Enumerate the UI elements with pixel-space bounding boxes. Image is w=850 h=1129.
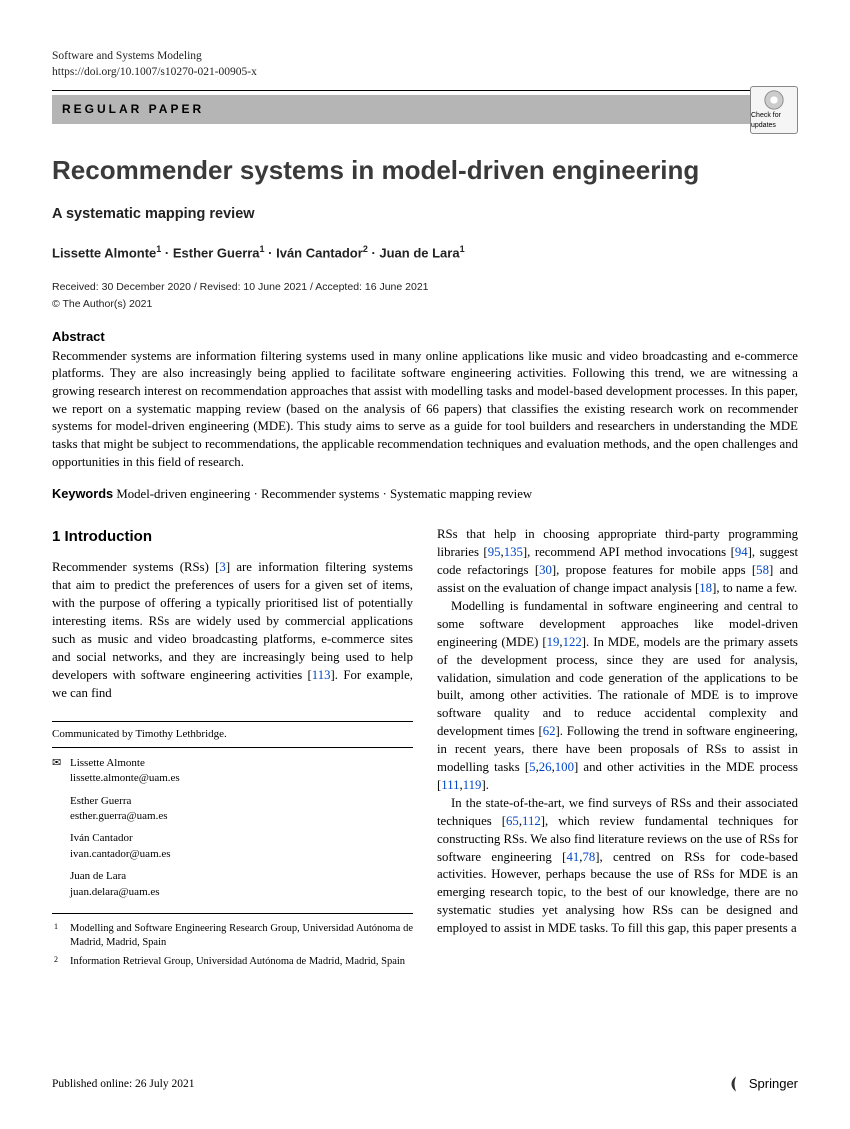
category-label: REGULAR PAPER — [62, 101, 204, 118]
keywords-line: Keywords Model-driven engineering · Reco… — [52, 485, 798, 504]
paper-subtitle: A systematic mapping review — [52, 204, 798, 224]
correspondent-entry: Juan de Larajuan.delara@uam.es — [52, 869, 413, 900]
page-footer: Published online: 26 July 2021 Springer — [52, 1075, 798, 1093]
cite-19[interactable]: 19 — [547, 635, 560, 649]
section-1-heading: 1 Introduction — [52, 526, 413, 547]
cite-95[interactable]: 95 — [488, 545, 501, 559]
springer-icon — [727, 1075, 745, 1093]
cite-26[interactable]: 26 — [539, 760, 552, 774]
cite-5[interactable]: 5 — [529, 760, 535, 774]
intro-para-1: Recommender systems (RSs) [3] are inform… — [52, 559, 413, 702]
affiliation-entry: 2Information Retrieval Group, Universida… — [52, 955, 413, 969]
correspondent-entry: Lissette Almontelissette.almonte@uam.es — [52, 756, 413, 787]
cite-122[interactable]: 122 — [563, 635, 582, 649]
cite-113[interactable]: 113 — [312, 668, 331, 682]
check-updates-icon — [763, 89, 785, 111]
publisher-name: Springer — [749, 1075, 798, 1093]
check-updates-text: Check for updates — [751, 111, 797, 131]
cite-100[interactable]: 100 — [555, 760, 574, 774]
header-rule — [52, 90, 798, 91]
journal-name: Software and Systems Modeling — [52, 48, 798, 64]
left-column: 1 Introduction Recommender systems (RSs)… — [52, 526, 413, 975]
cite-119[interactable]: 119 — [463, 778, 482, 792]
keywords-values: Model-driven engineering · Recommender s… — [116, 487, 532, 501]
correspondence-block: Lissette Almontelissette.almonte@uam.es E… — [52, 756, 413, 914]
doi-link[interactable]: https://doi.org/10.1007/s10270-021-00905… — [52, 64, 798, 80]
affiliation-entry: 1Modelling and Software Engineering Rese… — [52, 922, 413, 949]
body-para-1: RSs that help in choosing appropriate th… — [437, 526, 798, 598]
cite-41[interactable]: 41 — [566, 850, 579, 864]
authors-list: Lissette Almonte1 · Esther Guerra1 · Ivá… — [52, 243, 798, 263]
keywords-label: Keywords — [52, 486, 113, 501]
cite-94[interactable]: 94 — [735, 545, 748, 559]
cite-30[interactable]: 30 — [539, 563, 552, 577]
body-para-3: In the state-of-the-art, we find surveys… — [437, 795, 798, 938]
category-bar: REGULAR PAPER — [52, 95, 798, 124]
cite-18[interactable]: 18 — [699, 581, 712, 595]
copyright-line: © The Author(s) 2021 — [52, 297, 798, 312]
cite-78[interactable]: 78 — [582, 850, 595, 864]
body-para-2: Modelling is fundamental in software eng… — [437, 598, 798, 795]
cite-111[interactable]: 111 — [441, 778, 459, 792]
correspondent-entry: Iván Cantadorivan.cantador@uam.es — [52, 831, 413, 862]
affiliations-block: 1Modelling and Software Engineering Rese… — [52, 922, 413, 969]
dates-line: Received: 30 December 2020 / Revised: 10… — [52, 280, 798, 295]
paper-title: Recommender systems in model-driven engi… — [52, 152, 798, 188]
cite-112[interactable]: 112 — [522, 814, 541, 828]
abstract-heading: Abstract — [52, 328, 798, 346]
cite-65[interactable]: 65 — [506, 814, 519, 828]
right-column: RSs that help in choosing appropriate th… — [437, 526, 798, 975]
cite-62[interactable]: 62 — [543, 724, 556, 738]
correspondent-entry: Esther Guerraesther.guerra@uam.es — [52, 794, 413, 825]
publisher-logo: Springer — [727, 1075, 798, 1093]
check-updates-badge[interactable]: Check for updates — [750, 86, 798, 134]
published-online: Published online: 26 July 2021 — [52, 1076, 194, 1092]
cite-58[interactable]: 58 — [756, 563, 769, 577]
communicated-by: Communicated by Timothy Lethbridge. — [52, 721, 413, 748]
cite-135[interactable]: 135 — [504, 545, 523, 559]
abstract-text: Recommender systems are information filt… — [52, 348, 798, 472]
